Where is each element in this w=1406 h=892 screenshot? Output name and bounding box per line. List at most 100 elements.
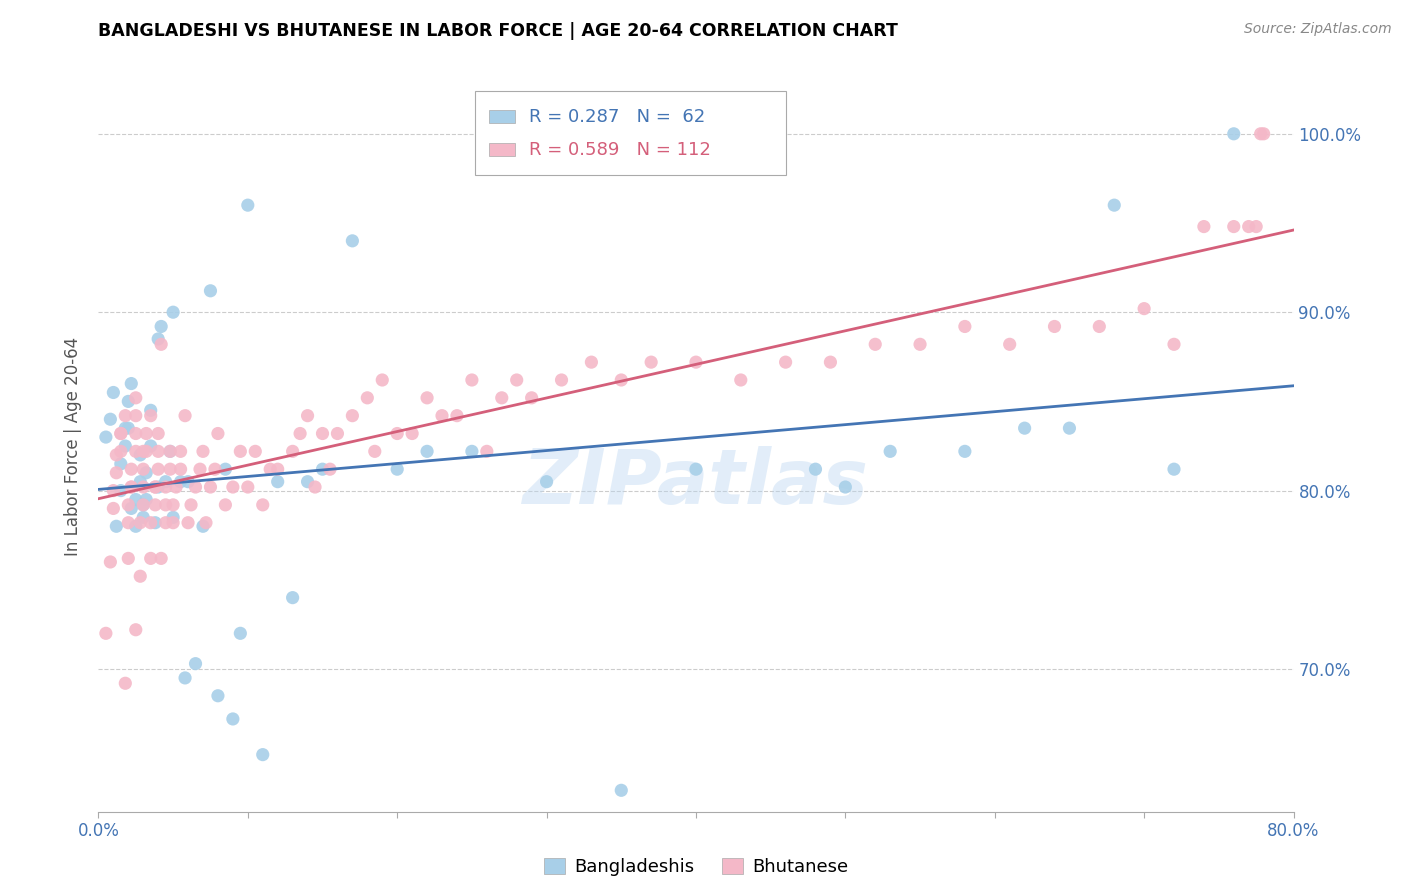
FancyBboxPatch shape: [489, 111, 515, 123]
Point: [132, 462, 155, 476]
Point: [304, 480, 326, 494]
Point: [162, 510, 184, 524]
Point: [385, 426, 409, 441]
Point: [804, 462, 827, 476]
Point: [506, 373, 529, 387]
Point: [177, 475, 200, 489]
Point: [117, 394, 139, 409]
FancyBboxPatch shape: [489, 144, 515, 156]
Point: [1244, 219, 1267, 234]
Point: [188, 462, 211, 476]
Point: [143, 516, 166, 530]
Point: [110, 426, 132, 441]
Point: [150, 551, 173, 566]
Point: [110, 457, 132, 471]
Point: [1104, 198, 1126, 212]
Point: [103, 385, 125, 400]
Point: [998, 337, 1021, 351]
Point: [150, 319, 173, 334]
Point: [259, 462, 281, 476]
Point: [288, 426, 311, 441]
Point: [204, 462, 226, 476]
Point: [342, 234, 364, 248]
Point: [125, 623, 148, 637]
Point: [132, 444, 155, 458]
Point: [162, 498, 184, 512]
Point: [311, 426, 333, 441]
Point: [195, 516, 218, 530]
Point: [222, 480, 245, 494]
Legend: Bangladeshis, Bhutanese: Bangladeshis, Bhutanese: [544, 857, 848, 876]
Point: [461, 373, 484, 387]
Point: [475, 444, 498, 458]
Y-axis label: In Labor Force | Age 20-64: In Labor Force | Age 20-64: [65, 336, 83, 556]
Point: [155, 498, 177, 512]
Point: [169, 444, 191, 458]
Point: [159, 444, 181, 458]
Point: [125, 519, 148, 533]
Point: [297, 409, 319, 423]
Point: [1088, 319, 1111, 334]
Point: [120, 501, 142, 516]
Text: R = 0.287   N =  62: R = 0.287 N = 62: [529, 108, 704, 126]
Point: [245, 444, 267, 458]
Point: [139, 409, 162, 423]
Point: [143, 480, 166, 494]
Point: [174, 409, 197, 423]
Point: [155, 480, 177, 494]
Point: [879, 444, 901, 458]
Point: [132, 498, 155, 512]
Point: [120, 480, 142, 494]
Point: [1223, 127, 1246, 141]
Point: [730, 373, 752, 387]
Point: [132, 480, 155, 494]
Point: [143, 498, 166, 512]
Point: [1250, 127, 1272, 141]
Point: [281, 591, 304, 605]
Point: [148, 426, 170, 441]
Point: [834, 480, 856, 494]
Point: [117, 551, 139, 566]
Point: [267, 462, 290, 476]
Point: [110, 426, 132, 441]
Point: [775, 355, 797, 369]
Text: BANGLADESHI VS BHUTANESE IN LABOR FORCE | AGE 20-64 CORRELATION CHART: BANGLADESHI VS BHUTANESE IN LABOR FORCE …: [98, 22, 898, 40]
Point: [165, 480, 187, 494]
Point: [117, 421, 139, 435]
Point: [105, 448, 128, 462]
Point: [169, 462, 191, 476]
Point: [114, 409, 136, 423]
Point: [865, 337, 887, 351]
Point: [1192, 219, 1215, 234]
Point: [200, 480, 222, 494]
Point: [1237, 219, 1260, 234]
Point: [129, 569, 152, 583]
Point: [581, 355, 603, 369]
Point: [155, 475, 177, 489]
Point: [520, 391, 543, 405]
Point: [169, 475, 191, 489]
Point: [139, 516, 162, 530]
Point: [371, 373, 394, 387]
Point: [114, 439, 136, 453]
Point: [200, 284, 222, 298]
Point: [1133, 301, 1156, 316]
Point: [1059, 421, 1081, 435]
Point: [401, 426, 423, 441]
Point: [120, 480, 142, 494]
Point: [908, 337, 931, 351]
Point: [236, 480, 259, 494]
Point: [364, 444, 387, 458]
Point: [214, 498, 236, 512]
Point: [416, 391, 439, 405]
Point: [461, 444, 484, 458]
Point: [297, 475, 319, 489]
Text: R = 0.589   N = 112: R = 0.589 N = 112: [529, 141, 710, 159]
Point: [155, 516, 177, 530]
Point: [148, 332, 170, 346]
Point: [117, 516, 139, 530]
Point: [132, 498, 155, 512]
Point: [125, 391, 148, 405]
Point: [610, 783, 633, 797]
Point: [267, 475, 290, 489]
